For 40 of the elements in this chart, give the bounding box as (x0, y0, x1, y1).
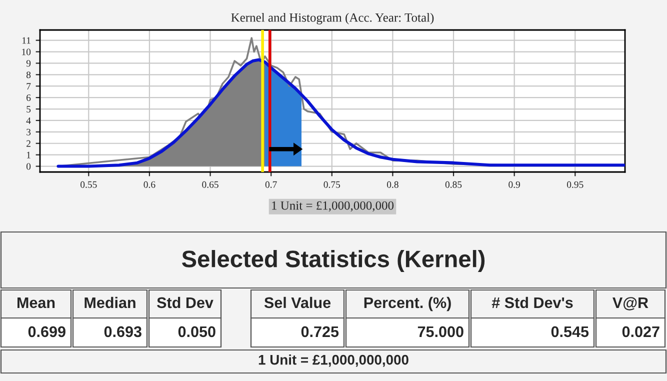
text: # Std Dev's (492, 296, 573, 308)
x-tick-label: 0.8 (386, 181, 398, 188)
y-tick-label: 0 (26, 163, 31, 170)
x-tick-label: 0.7 (265, 181, 277, 188)
y-tick-label: 4 (26, 117, 31, 124)
text: 0.050 (178, 326, 216, 338)
text: Std Dev (157, 296, 214, 308)
chart-title: Kernel and Histogram (Acc. Year: Total) (231, 12, 434, 24)
text: V@R (612, 297, 648, 310)
x-axis-title: 1 Unit = £1,000,000,000 (272, 201, 394, 212)
text: 1 Unit = £1,000,000,000 (258, 354, 408, 367)
y-tick-label: 9 (26, 60, 31, 67)
y-tick-label: 2 (26, 140, 30, 147)
text: 75.000 (418, 326, 464, 338)
text: 0.545 (551, 326, 589, 338)
y-tick-label: 8 (26, 72, 31, 78)
text: Mean (17, 297, 55, 308)
text: Percent. (%) (364, 296, 451, 312)
x-tick-label: 0.65 (202, 181, 218, 188)
x-tick-label: 0.95 (567, 181, 584, 188)
text: Selected Statistics (Kernel) (182, 250, 485, 272)
text: 0.027 (622, 326, 660, 338)
y-tick-label: 1 (26, 152, 30, 158)
x-tick-label: 0.85 (445, 181, 462, 188)
text: 0.725 (301, 326, 339, 338)
text: 0.693 (104, 326, 142, 338)
x-tick-label: 0.6 (144, 181, 156, 188)
y-tick-label: 10 (22, 48, 31, 56)
y-tick-label: 5 (26, 106, 31, 112)
y-tick-label: 3 (26, 128, 31, 136)
x-tick-label: 0.9 (508, 181, 520, 188)
x-tick-label: 0.55 (80, 181, 97, 188)
y-tick-label: 7 (26, 83, 31, 90)
x-tick-label: 0.75 (324, 181, 340, 188)
line-series (56, 58, 625, 168)
y-tick-label: 11 (22, 37, 30, 44)
text: 0.699 (28, 326, 66, 338)
y-tick-label: 6 (26, 94, 31, 102)
text: Median (84, 296, 136, 308)
text: Sel Value (264, 296, 331, 308)
